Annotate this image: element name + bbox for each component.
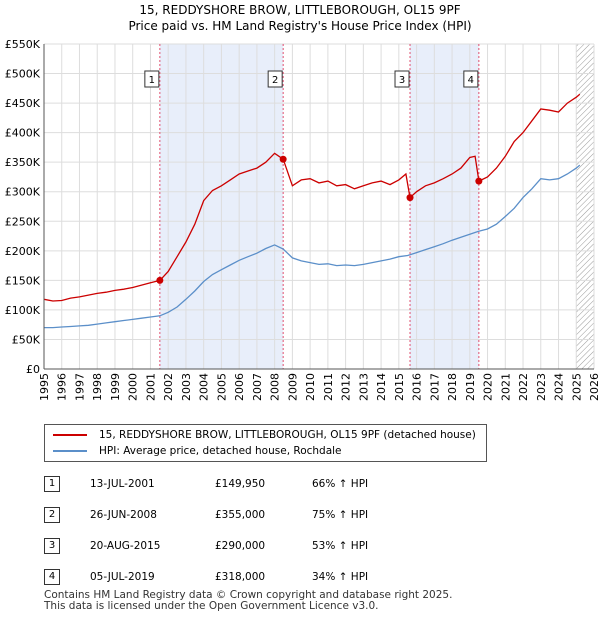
y-tick-label: £500K [5, 68, 41, 81]
x-tick-label: 1997 [73, 373, 86, 401]
y-tick-label: £450K [5, 97, 41, 110]
y-tick-label: £550K [5, 38, 41, 51]
sales-table: 1 13-JUL-2001 £149,950 66% ↑ HPI 2 26-JU… [44, 474, 464, 598]
property-price-line [43, 93, 581, 302]
x-tick-label: 1999 [109, 373, 122, 401]
sale-price: £290,000 [215, 540, 266, 552]
legend-label-hpi: HPI: Average price, detached house, Roch… [99, 445, 342, 457]
x-tick-label: 2014 [375, 373, 388, 401]
sale-number-badge: 2 [44, 507, 60, 523]
x-tick-label: 2017 [428, 373, 441, 401]
x-tick-label: 2011 [322, 373, 335, 401]
sale-row: 4 05-JUL-2019 £318,000 34% ↑ HPI [44, 567, 464, 598]
sale-marker-box [267, 70, 283, 88]
x-tick-label: 2004 [198, 373, 211, 401]
x-tick-label: 2002 [162, 373, 175, 401]
sale-row: 2 26-JUN-2008 £355,000 75% ↑ HPI [44, 505, 464, 536]
x-tick-label: 2001 [144, 373, 157, 401]
x-tick-label: 2003 [180, 373, 193, 401]
y-tick-label: £0 [26, 363, 40, 376]
y-tick-label: £50K [12, 333, 41, 346]
x-tick-label: 2021 [499, 373, 512, 401]
sale-hpi-change: 75% ↑ HPI [312, 509, 369, 521]
y-tick-label: £350K [5, 156, 41, 169]
y-tick-label: £400K [5, 127, 41, 140]
x-tick-label: 2018 [446, 373, 459, 401]
legend-item-hpi: HPI: Average price, detached house, Roch… [53, 443, 342, 459]
sale-hpi-change: 53% ↑ HPI [312, 540, 369, 552]
sale-marker-box [144, 70, 160, 88]
x-tick-label: 1998 [91, 373, 104, 401]
sale-price: £149,950 [215, 478, 266, 490]
legend: 15, REDDYSHORE BROW, LITTLEBOROUGH, OL15… [44, 424, 487, 462]
sale-marker-label: 2 [272, 75, 278, 86]
sale-marker-box [394, 70, 410, 88]
sale-price: £318,000 [215, 571, 266, 583]
x-tick-label: 2019 [464, 373, 477, 401]
y-tick-label: £250K [5, 215, 41, 228]
shaded-period [410, 44, 479, 369]
sale-date: 20-AUG-2015 [90, 540, 161, 552]
sale-row: 3 20-AUG-2015 £290,000 53% ↑ HPI [44, 536, 464, 567]
x-tick-label: 2009 [286, 373, 299, 401]
sale-date: 13-JUL-2001 [90, 478, 155, 490]
chart-subtitle: Price paid vs. HM Land Registry's House … [128, 19, 472, 33]
x-tick-label: 2013 [357, 373, 370, 401]
x-tick-label: 2022 [517, 373, 530, 401]
x-tick-label: 2012 [340, 373, 353, 401]
sale-hpi-change: 66% ↑ HPI [312, 478, 369, 490]
sale-number-badge: 3 [44, 538, 60, 554]
hpi-line [44, 164, 581, 329]
sale-marker-label: 3 [399, 75, 405, 86]
x-tick-label: 2024 [553, 373, 566, 401]
x-tick-label: 2020 [482, 373, 495, 401]
y-tick-label: £200K [5, 245, 41, 258]
sale-price: £355,000 [215, 509, 266, 521]
y-tick-label: £300K [5, 186, 41, 199]
price-chart: 1 2 3 4 £0 £50K £100K £150K £200K £250K £300K £350… [5, 38, 600, 401]
footer-licence: This data is licensed under the Open Gov… [44, 600, 379, 612]
sale-point [156, 276, 164, 284]
sale-marker-box [463, 70, 479, 88]
sale-row: 1 13-JUL-2001 £149,950 66% ↑ HPI [44, 474, 464, 505]
legend-swatch-property [53, 434, 87, 436]
x-tick-label: 2016 [411, 373, 424, 401]
y-tick-label: £150K [5, 274, 41, 287]
x-tick-label: 2007 [251, 373, 264, 401]
sale-point [406, 194, 414, 202]
sale-point [475, 177, 483, 185]
sale-point [279, 155, 287, 163]
footer-copyright: Contains HM Land Registry data © Crown c… [44, 589, 453, 601]
sale-number-badge: 1 [44, 476, 60, 492]
x-tick-label: 2000 [127, 373, 140, 401]
y-tick-label: £100K [5, 304, 41, 317]
chart-title: 15, REDDYSHORE BROW, LITTLEBOROUGH, OL15… [139, 3, 461, 17]
sale-marker-label: 4 [468, 75, 474, 86]
legend-label-property: 15, REDDYSHORE BROW, LITTLEBOROUGH, OL15… [99, 429, 476, 441]
x-tick-label: 2026 [588, 373, 600, 401]
legend-item-property: 15, REDDYSHORE BROW, LITTLEBOROUGH, OL15… [53, 427, 476, 443]
x-tick-label: 1995 [38, 373, 51, 401]
x-tick-label: 2005 [215, 373, 228, 401]
x-tick-label: 2008 [269, 373, 282, 401]
x-tick-label: 2015 [393, 373, 406, 401]
forecast-hatch [576, 44, 594, 369]
sale-date: 26-JUN-2008 [90, 509, 157, 521]
sale-date: 05-JUL-2019 [90, 571, 155, 583]
footer: Contains HM Land Registry data © Crown c… [44, 590, 452, 612]
sale-number-badge: 4 [44, 569, 60, 585]
x-tick-label: 2010 [304, 373, 317, 401]
legend-swatch-hpi [53, 450, 87, 452]
x-tick-label: 2006 [233, 373, 246, 401]
sale-marker-label: 1 [149, 75, 155, 86]
x-tick-label: 1996 [56, 373, 69, 401]
sale-hpi-change: 34% ↑ HPI [312, 571, 369, 583]
x-tick-label: 2023 [535, 373, 548, 401]
x-tick-label: 2025 [570, 373, 583, 401]
